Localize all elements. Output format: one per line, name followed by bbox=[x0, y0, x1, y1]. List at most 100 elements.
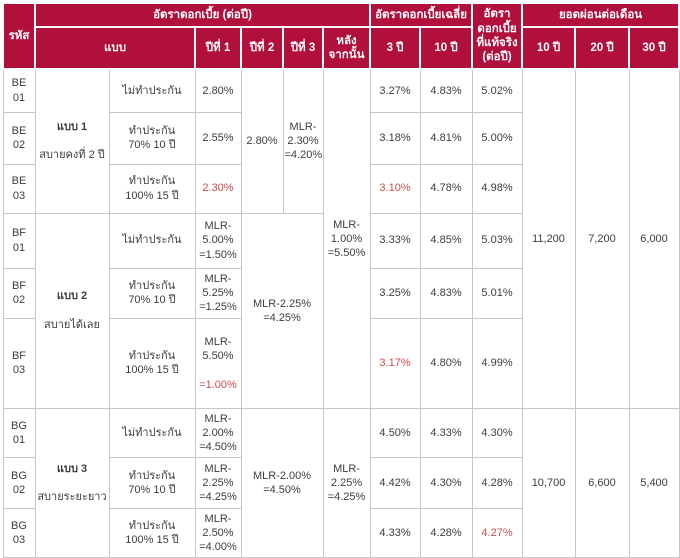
table-row: BF 03 ทำประกัน 100% 15 ปี MLR- 5.50% =1.… bbox=[2, 317, 679, 410]
header-after: หลัง จากนั้น bbox=[321, 26, 372, 70]
cell-bg02-code: BG 02 bbox=[2, 457, 36, 510]
cell-be-year3: MLR- 2.30% =4.20% bbox=[282, 68, 324, 214]
header-monthly-10y: 10 ปี bbox=[521, 26, 577, 70]
cell-be01-insurance: ไม่ทำประกัน bbox=[108, 68, 196, 113]
cell-be03-avg3: 3.10% bbox=[369, 163, 421, 214]
cell-group1-name: แบบ 1 สบายคงที่ 2 ปี bbox=[34, 68, 110, 214]
group2-title: แบบ 2 bbox=[56, 290, 88, 303]
cell-bg01-code: BG 01 bbox=[2, 408, 36, 459]
table-row: BE 02 ทำประกัน 70% 10 ปี 2.55% 3.18% 4.8… bbox=[2, 111, 679, 165]
table-row: BG 01 แบบ 3 สบายระยะยาว ไม่ทำประกัน MLR-… bbox=[2, 408, 680, 558]
table-row: BG 02 ทำประกัน 70% 10 ปี MLR- 2.25% =4.2… bbox=[2, 457, 679, 510]
cell-bf01-year1: MLR- 5.00% =1.50% bbox=[194, 212, 242, 269]
cell-bg01-insurance: ไม่ทำประกัน bbox=[108, 408, 196, 459]
header-monthly-20y: 20 ปี bbox=[574, 26, 631, 70]
cell-bg01-year1: MLR- 2.00% =4.50% bbox=[194, 408, 242, 459]
cell-bf02-avg3: 3.25% bbox=[369, 267, 421, 319]
cell-bf01-avg10: 4.85% bbox=[419, 212, 473, 269]
cell-be01-avg3: 3.27% bbox=[369, 68, 421, 113]
cell-bg02-insurance: ทำประกัน 70% 10 ปี bbox=[108, 457, 196, 510]
cell-bg-year2-3: MLR-2.00% =4.50% bbox=[240, 408, 324, 558]
cell-be03-avg10: 4.78% bbox=[419, 163, 473, 214]
cell-group2-name: แบบ 2 สบายได้เลย bbox=[34, 212, 110, 410]
header-monthly-30y: 30 ปี bbox=[628, 26, 680, 70]
header-year1: ปีที่ 1 bbox=[194, 26, 242, 70]
header-avg-3y: 3 ปี bbox=[369, 26, 422, 70]
cell-be01-avg10: 4.83% bbox=[419, 68, 473, 113]
cell-bf02-avg10: 4.83% bbox=[419, 267, 473, 319]
cell-bf02-effective: 5.01% bbox=[471, 267, 523, 319]
cell-be03-effective: 4.98% bbox=[471, 163, 523, 214]
header-year2: ปีที่ 2 bbox=[240, 26, 284, 70]
cell-bf02-insurance: ทำประกัน 70% 10 ปี bbox=[108, 267, 196, 319]
cell-be01-code: BE 01 bbox=[2, 68, 36, 113]
cell-bf01-code: BF 01 bbox=[2, 212, 36, 269]
cell-bf02-year1: MLR- 5.25% =1.25% bbox=[194, 267, 242, 319]
cell-be02-avg3: 3.18% bbox=[369, 111, 421, 165]
cell-bf03-effective: 4.99% bbox=[471, 317, 523, 410]
group2-subtitle: สบายได้เลย bbox=[44, 319, 100, 332]
header-year3: ปีที่ 3 bbox=[282, 26, 324, 70]
cell-bg02-year1: MLR- 2.25% =4.25% bbox=[194, 457, 242, 510]
cell-be02-avg10: 4.81% bbox=[419, 111, 473, 165]
cell-bf-year2-3: MLR-2.25% =4.25% bbox=[240, 212, 324, 410]
cell-bf03-insurance: ทำประกัน 100% 15 ปี bbox=[108, 317, 196, 410]
cell-bf03-avg3: 3.17% bbox=[369, 317, 421, 410]
cell-be02-insurance: ทำประกัน 70% 10 ปี bbox=[108, 111, 196, 165]
cell-be01-effective: 5.02% bbox=[471, 68, 523, 113]
cell-be-year2: 2.80% bbox=[240, 68, 284, 214]
cell-bf02-code: BF 02 bbox=[2, 267, 36, 319]
cell-bg03-avg3: 4.33% bbox=[369, 508, 421, 558]
cell-be02-year1: 2.55% bbox=[194, 111, 242, 165]
cell-bebf-monthly-20y: 7,200 bbox=[574, 68, 630, 410]
cell-be03-year1: 2.30% bbox=[194, 163, 242, 214]
cell-bf03-year1: MLR- 5.50% =1.00% bbox=[194, 317, 242, 410]
cell-bg02-avg10: 4.30% bbox=[419, 457, 473, 510]
table-row: BF 01 แบบ 2 สบายได้เลย ไม่ทำประกัน MLR- … bbox=[2, 212, 679, 410]
cell-bf03-code: BF 03 bbox=[2, 317, 36, 410]
cell-bg-monthly-10y: 10,700 bbox=[521, 408, 576, 558]
table-row: BE 01 แบบ 1 สบายคงที่ 2 ปี ไม่ทำประกัน 2… bbox=[2, 68, 680, 410]
cell-bg01-avg3: 4.50% bbox=[369, 408, 421, 459]
group1-title: แบบ 1 bbox=[56, 120, 88, 133]
cell-bebf-after: MLR- 1.00% =5.50% bbox=[322, 68, 371, 410]
cell-bg01-avg10: 4.33% bbox=[419, 408, 473, 459]
cell-bg01-effective: 4.30% bbox=[471, 408, 523, 459]
cell-bf01-effective: 5.03% bbox=[471, 212, 523, 269]
cell-be01-year1: 2.80% bbox=[194, 68, 242, 113]
header-rate-group: อัตราดอกเบี้ย (ต่อปี) bbox=[33, 2, 372, 28]
group1-subtitle: สบายคงที่ 2 ปี bbox=[39, 149, 105, 162]
cell-be03-insurance: ทำประกัน 100% 15 ปี bbox=[108, 163, 196, 214]
cell-bf01-avg3: 3.33% bbox=[369, 212, 421, 269]
cell-bebf-monthly-30y: 6,000 bbox=[628, 68, 680, 410]
bf03-year1-highlight: =1.00% bbox=[199, 378, 237, 391]
table-row: BF 02 ทำประกัน 70% 10 ปี MLR- 5.25% =1.2… bbox=[2, 267, 679, 319]
group3-title: แบบ 3 bbox=[56, 462, 88, 475]
cell-bg03-avg10: 4.28% bbox=[419, 508, 473, 558]
group3-subtitle: สบายระยะยาว bbox=[37, 491, 107, 504]
table-row: BE 03 ทำประกัน 100% 15 ปี 2.30% 3.10% 4.… bbox=[2, 163, 679, 214]
cell-bg03-year1: MLR- 2.50% =4.00% bbox=[194, 508, 242, 558]
cell-bg-after: MLR- 2.25% =4.25% bbox=[322, 408, 371, 558]
cell-group3-name: แบบ 3 สบายระยะยาว bbox=[34, 408, 110, 558]
header-avg-group: อัตราดอกเบี้ยเฉลี่ย bbox=[369, 2, 474, 28]
header-avg-10y: 10 ปี bbox=[419, 26, 474, 70]
header-monthly-group: ยอดผ่อนต่อเดือน bbox=[521, 2, 680, 28]
header-code: รหัส bbox=[2, 2, 36, 70]
cell-bf01-insurance: ไม่ทำประกัน bbox=[108, 212, 196, 269]
cell-bg03-code: BG 03 bbox=[2, 508, 36, 558]
cell-be02-effective: 5.00% bbox=[471, 111, 523, 165]
header-effective-rate: อัตรา ดอกเบี้ย ที่แท้จริง (ต่อปี) bbox=[471, 2, 524, 70]
header-type: แบบ bbox=[34, 26, 196, 70]
cell-bebf-monthly-10y: 11,200 bbox=[521, 68, 576, 410]
bf03-year1-base: MLR- 5.50% bbox=[202, 335, 234, 363]
cell-bg-monthly-20y: 6,600 bbox=[574, 408, 630, 558]
cell-bg02-effective: 4.28% bbox=[471, 457, 523, 510]
cell-be03-code: BE 03 bbox=[2, 163, 36, 214]
cell-bg03-effective: 4.27% bbox=[471, 508, 523, 558]
cell-be02-code: BE 02 bbox=[2, 111, 36, 165]
cell-bg02-avg3: 4.42% bbox=[369, 457, 421, 510]
cell-bg03-insurance: ทำประกัน 100% 15 ปี bbox=[108, 508, 196, 558]
